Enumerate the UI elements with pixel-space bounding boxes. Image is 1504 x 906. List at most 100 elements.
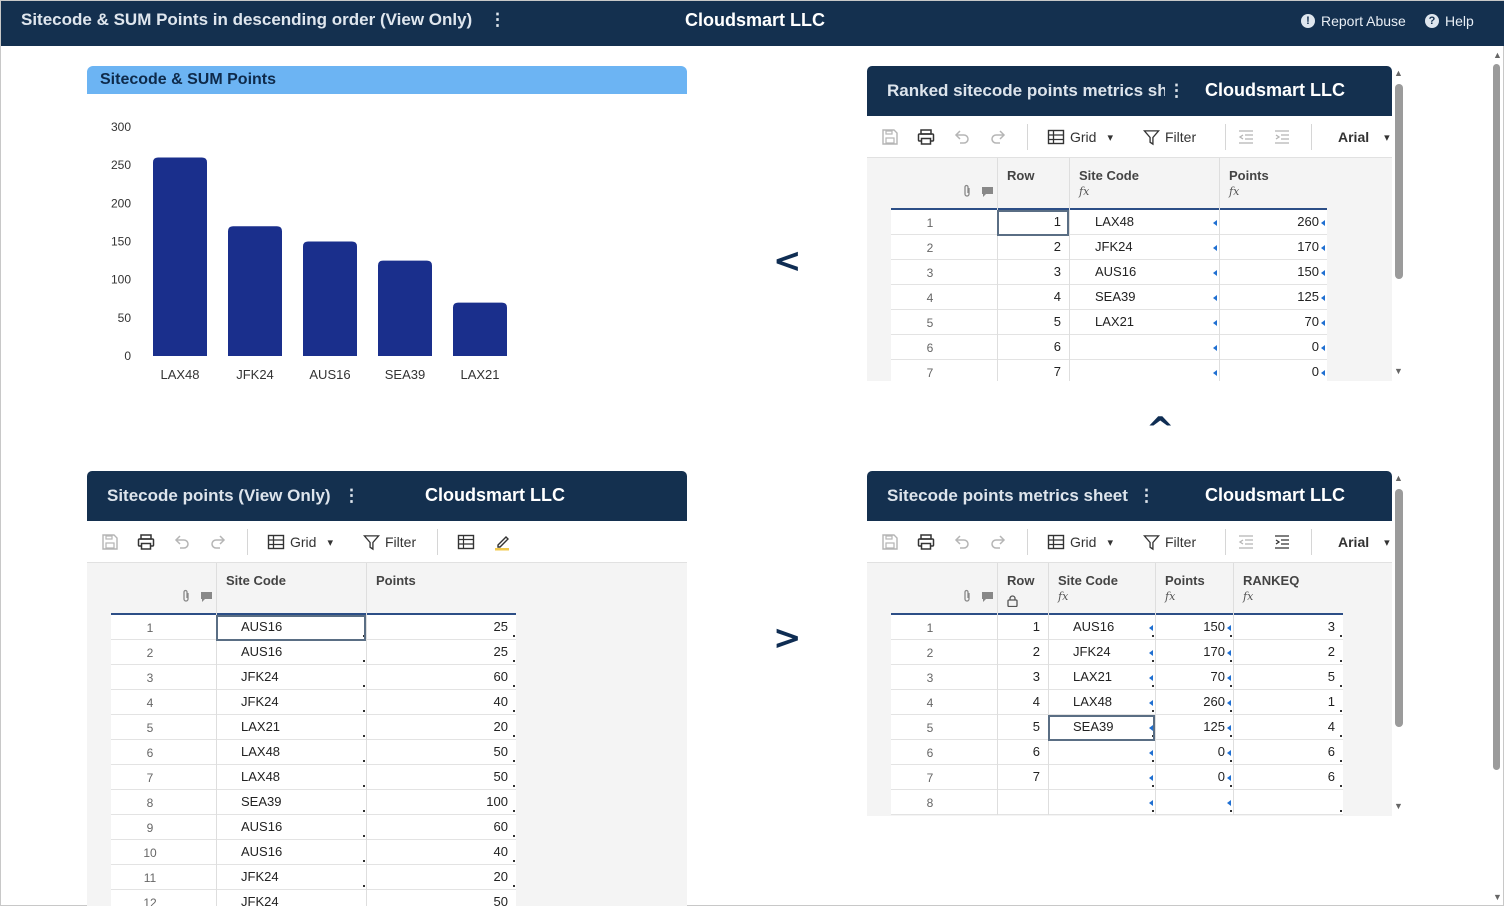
table-row[interactable]: 7 7 0 6 (891, 765, 1343, 790)
ranked-sheet-menu-kebab-icon[interactable]: ⋮ (1168, 81, 1185, 100)
cell-code[interactable]: AUS16 (241, 619, 283, 634)
table-row[interactable]: 3 3 AUS16 150 (891, 260, 1327, 285)
report-abuse-link[interactable]: ! Report Abuse (1301, 13, 1406, 29)
table-row[interactable]: 1 AUS16 25 (111, 615, 516, 640)
table-row[interactable]: 7 LAX48 50 (111, 765, 516, 790)
metrics-scroll-up-icon[interactable]: ▲ (1394, 473, 1403, 483)
cell-points[interactable]: 40 (493, 844, 508, 859)
cell-row[interactable]: 6 (1053, 339, 1061, 354)
font-dropdown[interactable]: Arial ▾ (1338, 531, 1390, 553)
cell-points[interactable]: 50 (493, 769, 508, 784)
grid-view-dropdown[interactable]: Grid ▾ (1047, 531, 1113, 553)
cell-code[interactable]: LAX21 (1073, 669, 1113, 684)
column-header[interactable]: RANKEQ (1243, 573, 1300, 588)
cell-code[interactable]: LAX48 (241, 744, 281, 759)
metrics-scroll-down-icon[interactable]: ▼ (1394, 801, 1403, 811)
cell-code[interactable]: JFK24 (241, 694, 279, 709)
cell-row[interactable]: 5 (1053, 314, 1061, 329)
column-header[interactable]: Site Code (226, 573, 286, 588)
cell-code[interactable]: LAX21 (241, 719, 281, 734)
filter-button[interactable]: Filter (363, 531, 416, 553)
save-icon[interactable] (101, 531, 119, 553)
cell-points[interactable]: 60 (493, 669, 508, 684)
cell-row[interactable]: 7 (1053, 364, 1061, 379)
cell-points[interactable]: 0 (1311, 339, 1319, 354)
selected-cell[interactable] (1048, 715, 1155, 741)
cell-row[interactable]: 7 (1032, 769, 1040, 784)
cell-points[interactable]: 20 (493, 869, 508, 884)
cell-rank[interactable]: 2 (1327, 644, 1335, 659)
cell-points[interactable]: 60 (493, 819, 508, 834)
cell-row[interactable]: 2 (1053, 239, 1061, 254)
chart-bar[interactable] (228, 226, 282, 356)
cell-points[interactable]: 25 (493, 619, 508, 634)
column-header[interactable]: Row (1007, 573, 1035, 588)
highlight-icon[interactable] (493, 531, 511, 553)
table-row[interactable]: 2 2 JFK24 170 (891, 235, 1327, 260)
indent-icon[interactable] (1273, 531, 1291, 553)
grid-view-dropdown[interactable]: Grid ▾ (1047, 126, 1113, 148)
table-row[interactable]: 1 1 AUS16 150 3 (891, 615, 1343, 640)
cell-code[interactable]: SEA39 (1095, 289, 1136, 304)
help-link[interactable]: ? Help (1425, 13, 1474, 29)
table-icon[interactable] (457, 531, 475, 553)
redo-icon[interactable] (989, 531, 1007, 553)
cell-points[interactable]: 125 (1203, 719, 1225, 734)
metrics-sheet-menu-kebab-icon[interactable]: ⋮ (1138, 486, 1155, 505)
cell-points[interactable]: 20 (493, 719, 508, 734)
cell-points[interactable]: 50 (493, 894, 508, 906)
cell-points[interactable]: 70 (1210, 669, 1225, 684)
ranked-scroll-up-icon[interactable]: ▲ (1394, 68, 1403, 78)
cell-points[interactable]: 125 (1297, 289, 1319, 304)
page-menu-kebab-icon[interactable]: ⋮ (489, 10, 506, 29)
table-row[interactable]: 8 SEA39 100 (111, 790, 516, 815)
table-row[interactable]: 5 5 LAX21 70 (891, 310, 1327, 335)
cell-row[interactable]: 5 (1032, 719, 1040, 734)
cell-row[interactable]: 1 (1053, 214, 1061, 229)
cell-points[interactable]: 150 (1297, 264, 1319, 279)
cell-code[interactable]: LAX48 (1073, 694, 1113, 709)
cell-points[interactable]: 0 (1217, 744, 1225, 759)
filter-button[interactable]: Filter (1143, 531, 1196, 553)
chart-bar[interactable] (153, 157, 207, 356)
table-row[interactable]: 2 2 JFK24 170 2 (891, 640, 1343, 665)
cell-rank[interactable]: 3 (1327, 619, 1335, 634)
page-scroll-down-icon[interactable]: ▼ (1493, 892, 1502, 902)
save-icon[interactable] (881, 126, 899, 148)
cell-row[interactable]: 4 (1032, 694, 1040, 709)
table-row[interactable]: 3 JFK24 60 (111, 665, 516, 690)
cell-code[interactable]: LAX48 (1095, 214, 1135, 229)
metrics-scroll-thumb[interactable] (1395, 489, 1403, 727)
cell-code[interactable]: JFK24 (1073, 644, 1111, 659)
cell-points[interactable]: 170 (1203, 644, 1225, 659)
cell-points[interactable]: 260 (1203, 694, 1225, 709)
table-row[interactable]: 9 AUS16 60 (111, 815, 516, 840)
page-scroll-thumb[interactable] (1493, 64, 1500, 770)
cell-row[interactable]: 6 (1032, 744, 1040, 759)
table-row[interactable]: 1 1 LAX48 260 (891, 210, 1327, 235)
undo-icon[interactable] (953, 126, 971, 148)
raw-sheet-menu-kebab-icon[interactable]: ⋮ (343, 486, 360, 505)
cell-rank[interactable]: 5 (1327, 669, 1335, 684)
column-header[interactable]: Row (1007, 168, 1035, 183)
table-row[interactable]: 12 JFK24 50 (111, 890, 516, 906)
cell-row[interactable]: 2 (1032, 644, 1040, 659)
left-arrow-icon[interactable]: < (773, 241, 802, 281)
cell-points[interactable]: 260 (1297, 214, 1319, 229)
cell-rank[interactable]: 4 (1327, 719, 1335, 734)
cell-rank[interactable]: 1 (1327, 694, 1335, 709)
cell-code[interactable]: JFK24 (241, 669, 279, 684)
cell-code[interactable]: AUS16 (241, 644, 283, 659)
undo-icon[interactable] (953, 531, 971, 553)
up-arrow-icon[interactable]: ^ (1146, 410, 1175, 450)
table-row[interactable]: 8 (891, 790, 1343, 815)
cell-points[interactable]: 25 (493, 644, 508, 659)
cell-points[interactable]: 100 (486, 794, 508, 809)
column-header[interactable]: Points (1165, 573, 1205, 588)
cell-points[interactable]: 40 (493, 694, 508, 709)
chart-bar[interactable] (378, 260, 432, 356)
table-row[interactable]: 6 6 0 (891, 335, 1327, 360)
cell-code[interactable]: JFK24 (241, 894, 279, 906)
print-icon[interactable] (137, 531, 155, 553)
indent-icon[interactable] (1273, 126, 1291, 148)
